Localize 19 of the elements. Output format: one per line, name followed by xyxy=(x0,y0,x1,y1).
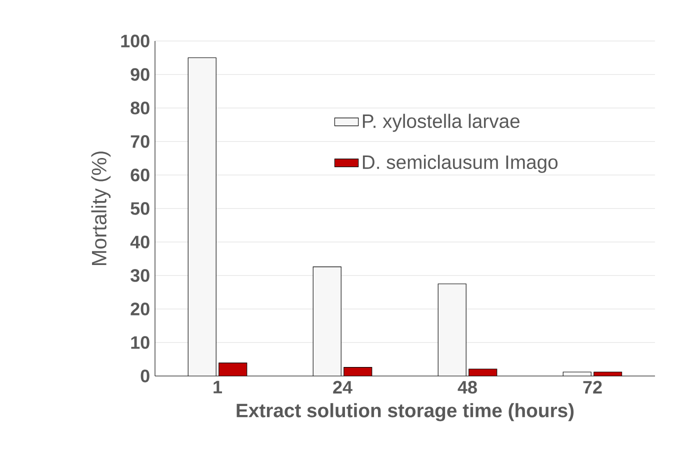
y-tick-label: 100 xyxy=(121,34,150,48)
y-tick-label: 50 xyxy=(130,202,150,215)
legend-label: D. semiclausum Imago xyxy=(362,154,558,173)
y-tick-label: 0 xyxy=(140,370,150,382)
x-tick-label: 1 xyxy=(214,380,222,394)
y-tick-label: 20 xyxy=(130,302,150,316)
x-tick-label: 24 xyxy=(333,380,352,394)
y-axis-title: Mortality (%) xyxy=(91,152,111,266)
y-tick-label: 10 xyxy=(131,336,150,349)
y-tick-label: 60 xyxy=(130,168,150,182)
y-tick-label: 40 xyxy=(130,236,150,248)
x-tick-label: 48 xyxy=(458,380,477,394)
y-tick-label: 80 xyxy=(130,102,150,114)
y-tick-label: 30 xyxy=(130,269,150,282)
x-axis-title: Extract solution storage time (hours) xyxy=(236,403,574,422)
y-tick-label: 90 xyxy=(130,68,150,81)
x-tick-label: 72 xyxy=(583,380,602,394)
y-tick-label: 70 xyxy=(130,135,150,148)
legend-label: P. xylostella larvae xyxy=(362,114,520,132)
